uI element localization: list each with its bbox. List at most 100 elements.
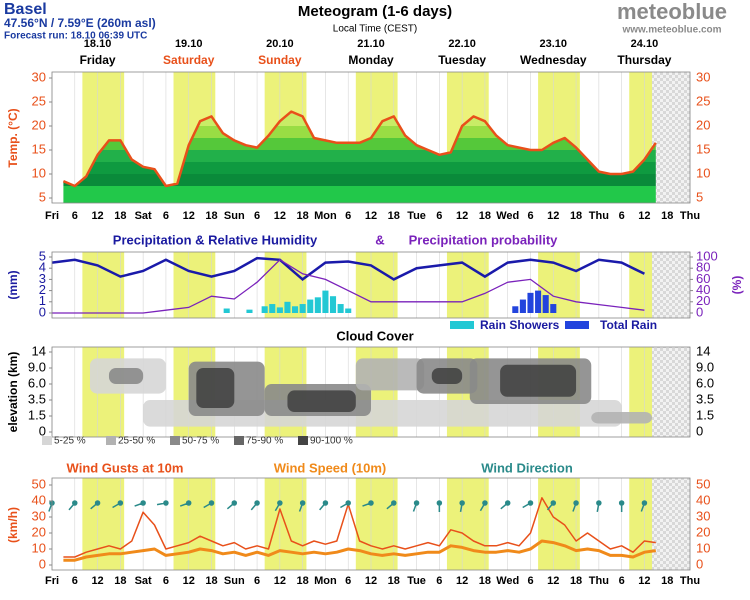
logo-url: www.meteoblue.com xyxy=(621,25,721,36)
cloud-patch xyxy=(355,358,425,391)
axis-label: (%) xyxy=(730,276,744,295)
x-tick-label: 18 xyxy=(205,575,217,587)
y-tick-label: 40 xyxy=(696,282,710,297)
forecast-run: Forecast run: 18.10 06:39 UTC xyxy=(4,31,147,42)
forecast-end xyxy=(652,72,690,203)
wind-arrow xyxy=(436,500,443,512)
y-tick-label: 5 xyxy=(39,248,46,263)
wind-arrow xyxy=(340,500,351,509)
x-tick-label: 18 xyxy=(570,575,582,587)
legend-swatch xyxy=(565,321,589,329)
cloud-patch xyxy=(591,412,653,424)
y-tick-label: 20 xyxy=(32,524,46,539)
forecast-end xyxy=(652,478,690,570)
day-name: Tuesday xyxy=(438,53,486,67)
rain-bar xyxy=(527,292,534,313)
rain-bar xyxy=(276,307,283,313)
panel-frame xyxy=(51,346,691,438)
legend-label: 50-75 % xyxy=(182,436,219,447)
y-tick-label: 40 xyxy=(696,492,710,507)
x-tick-label: 6 xyxy=(436,575,442,587)
rain-bar xyxy=(329,296,337,313)
rain-bar xyxy=(535,290,542,313)
forecast-end xyxy=(652,252,690,318)
cloud-patch xyxy=(431,368,463,384)
panel-frame xyxy=(51,251,691,319)
x-tick-label: 6 xyxy=(619,575,625,587)
wind-arrow xyxy=(250,500,260,511)
x-tick-label: 6 xyxy=(527,210,533,222)
x-tick-label: Thu xyxy=(680,210,700,222)
x-tick-label: 18 xyxy=(388,210,400,222)
rain-bar xyxy=(299,304,306,313)
y-tick-label: 20 xyxy=(32,117,46,132)
title: Meteogram (1-6 days) xyxy=(298,3,452,20)
y-tick-label: 30 xyxy=(32,69,46,84)
wind-arrow xyxy=(618,500,625,512)
y-tick-label: 30 xyxy=(696,508,710,523)
cloud-patch xyxy=(500,364,577,397)
day-name: Friday xyxy=(80,53,116,67)
y-tick-label: 15 xyxy=(32,141,46,156)
x-tick-label: 12 xyxy=(274,575,286,587)
day-name: Thursday xyxy=(617,53,671,67)
x-tick-label: 12 xyxy=(91,575,103,587)
x-tick-label: Tue xyxy=(407,210,426,222)
rain-bar xyxy=(314,297,321,313)
panel-title: Cloud Cover xyxy=(336,328,413,343)
x-tick-label: Sun xyxy=(224,575,245,587)
y-tick-label: 10 xyxy=(696,165,710,180)
forecast-end xyxy=(652,347,690,437)
day-date: 20.10 xyxy=(266,38,294,50)
day-name: Wednesday xyxy=(520,53,587,67)
y-tick-label: 100 xyxy=(696,248,718,263)
wind-arrow xyxy=(459,500,465,513)
wind-arrow xyxy=(572,500,579,512)
legend-swatch xyxy=(170,436,180,445)
y-tick-label: 1 xyxy=(39,293,46,308)
x-tick-label: 18 xyxy=(479,575,491,587)
y-tick-label: 10 xyxy=(32,165,46,180)
y-tick-label: 4 xyxy=(39,260,46,275)
legend-swatch xyxy=(298,436,308,445)
x-tick-label: 6 xyxy=(345,210,351,222)
x-tick-label: 6 xyxy=(254,575,260,587)
legend-label: Total Rain xyxy=(600,318,657,332)
wind-arrow xyxy=(386,500,397,510)
y-tick-label: 50 xyxy=(696,476,710,491)
day-date: 21.10 xyxy=(357,38,385,50)
x-tick-label: Fri xyxy=(45,575,59,587)
day-name: Monday xyxy=(348,53,394,67)
x-tick-label: 18 xyxy=(297,210,309,222)
cloud-patch xyxy=(287,390,356,412)
y-tick-label: 14 xyxy=(32,343,46,358)
rain-bar xyxy=(512,306,519,313)
daylight-band xyxy=(446,252,489,318)
y-tick-label: 80 xyxy=(696,260,710,275)
panel-title: & xyxy=(375,232,384,247)
x-tick-label: 12 xyxy=(183,210,195,222)
y-tick-label: 9.0 xyxy=(28,359,46,374)
x-tick-label: 6 xyxy=(72,210,78,222)
x-tick-label: 12 xyxy=(365,210,377,222)
day-date: 18.10 xyxy=(84,38,112,50)
y-tick-label: 0 xyxy=(696,304,703,319)
y-tick-label: 3.5 xyxy=(696,391,714,406)
rain-bar xyxy=(550,304,557,313)
legend-label: 90-100 % xyxy=(310,436,353,447)
y-tick-label: 50 xyxy=(32,476,46,491)
y-tick-label: 0 xyxy=(696,556,703,571)
rain-bar xyxy=(307,299,314,313)
place: Basel xyxy=(4,1,47,18)
y-tick-label: 30 xyxy=(696,69,710,84)
y-tick-label: 3 xyxy=(39,271,46,286)
rain-bar xyxy=(519,299,526,313)
wind-arrow xyxy=(500,500,511,510)
x-tick-label: Thu xyxy=(589,210,609,222)
legend-label: 75-90 % xyxy=(246,436,283,447)
y-tick-label: 25 xyxy=(696,93,710,108)
axis-label: (km/h) xyxy=(6,507,20,543)
rain-bar xyxy=(223,308,230,313)
wind-arrow xyxy=(298,500,306,512)
